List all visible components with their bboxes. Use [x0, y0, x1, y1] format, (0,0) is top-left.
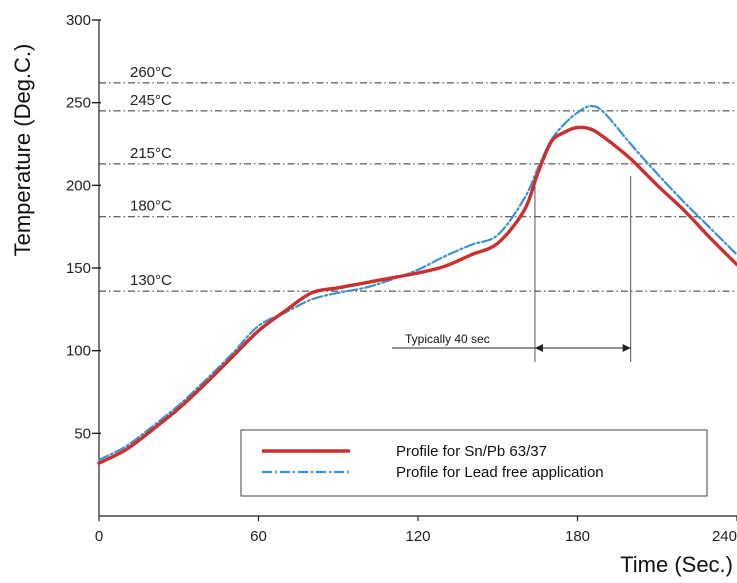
window-annotation: Typically 40 sec: [392, 176, 632, 362]
legend-label-2: Profile for Lead free application: [396, 464, 604, 481]
reference-line-label: 215°C: [130, 145, 172, 162]
y-tick-label: 50: [74, 425, 91, 442]
y-tick-label: 250: [66, 95, 91, 112]
reference-line-label: 245°C: [130, 92, 172, 109]
window-arrow-left-icon: [534, 344, 543, 352]
legend: Profile for Sn/Pb 63/37 Profile for Lead …: [240, 429, 708, 497]
y-axis-title: Temperature (Deg.C.): [10, 44, 35, 257]
window-annotation-label: Typically 40 sec: [405, 332, 490, 346]
x-tick-label: 180: [565, 528, 590, 545]
legend-label-1: Profile for Sn/Pb 63/37: [396, 443, 547, 460]
y-tick-label: 100: [66, 343, 91, 360]
y-ticks: 50 100 150 200 250 300: [66, 12, 101, 442]
reference-line-label: 260°C: [130, 64, 172, 81]
x-ticks: 0 60 120 180 240: [95, 516, 737, 545]
x-tick-label: 60: [250, 528, 267, 545]
y-tick-label: 150: [66, 260, 91, 277]
reference-line-label: 130°C: [130, 272, 172, 289]
y-tick-label: 200: [66, 177, 91, 194]
series-line-1: [97, 125, 737, 465]
x-tick-label: 0: [95, 528, 103, 545]
reference-lines: 260°C 245°C 215°C 180°C 130°C: [99, 64, 737, 292]
reference-line-label: 180°C: [130, 198, 172, 215]
x-axis-title: Time (Sec.): [620, 552, 733, 577]
legend-box: [240, 429, 708, 497]
window-arrow-right-icon: [622, 344, 631, 352]
x-tick-label: 120: [405, 528, 430, 545]
x-tick-label: 240: [712, 528, 737, 545]
series-layer: [97, 104, 737, 465]
y-tick-label: 300: [66, 12, 91, 29]
series-line-2: [97, 104, 737, 461]
